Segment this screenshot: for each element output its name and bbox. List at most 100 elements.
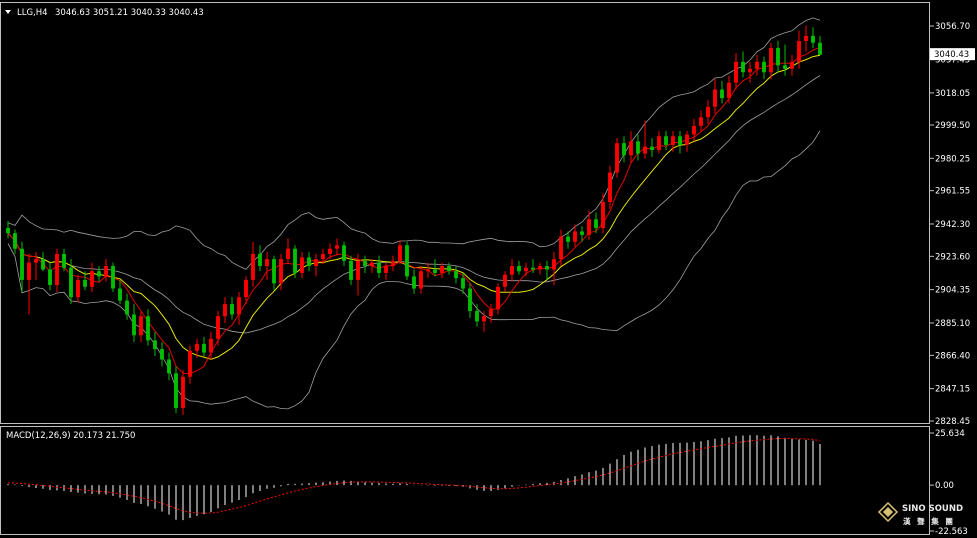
candle-body [797, 41, 801, 62]
candle-body [811, 35, 815, 43]
candle-body [391, 260, 395, 267]
candle-body [671, 136, 675, 145]
candle-body [776, 47, 780, 66]
candle-body [188, 350, 192, 377]
candle-body [111, 266, 115, 289]
candle-body [286, 248, 290, 260]
candle-body [27, 262, 31, 280]
candle-body [517, 266, 521, 272]
moving-average-red [7, 46, 821, 375]
macd-axis: 25.634 0.00 -22.563 [929, 429, 968, 537]
candle-body [314, 259, 318, 267]
price-tick-label: 2866.40 [935, 351, 970, 361]
candle-body [174, 373, 178, 408]
price-tick-label: 2904.35 [935, 286, 970, 296]
candle-body [6, 227, 10, 234]
candle-body [398, 245, 402, 261]
symbol-label: LLG,H4 [17, 8, 48, 18]
candle-body [405, 245, 409, 277]
candle-body [706, 106, 710, 118]
candle-body [132, 314, 136, 336]
price-tick-label: 2999.50 [935, 121, 970, 131]
candle-body [48, 269, 52, 286]
candle-body [783, 65, 787, 69]
candle-body [664, 136, 668, 145]
macd-tick-label: -22.563 [935, 527, 968, 537]
candle-body [748, 68, 752, 73]
candle-body [321, 253, 325, 260]
macd-panel-frame [0, 426, 930, 535]
candle-body [447, 266, 451, 272]
candle-body [167, 359, 171, 374]
candle-body [83, 279, 87, 287]
candle-body [762, 61, 766, 73]
candle-body [20, 248, 24, 280]
candle-body [13, 233, 17, 249]
price-axis: 3056.70 3037.45 3018.05 2999.50 2980.25 2961.… [929, 22, 970, 427]
candle-body [657, 136, 661, 151]
candle-body [384, 266, 388, 273]
ohlc-readout: 3046.63 3051.21 3040.33 3040.43 [55, 8, 204, 18]
candle-body [482, 316, 486, 322]
candle-body [545, 266, 549, 270]
macd-signal-line [7, 437, 821, 514]
price-tick-label: 2923.60 [935, 252, 970, 262]
macd-tick-label: 0.00 [935, 481, 954, 491]
candle-body [104, 266, 108, 277]
candle-body [678, 136, 682, 145]
candle-body [720, 89, 724, 99]
candle-body [97, 271, 101, 277]
moving-average-yellow [7, 54, 821, 360]
candle-body [237, 297, 241, 315]
price-tick-label: 2885.10 [935, 319, 970, 329]
candle-body [818, 42, 822, 55]
candle-body [804, 35, 808, 42]
macd-title: MACD(12,26,9) 20.173 21.750 [6, 431, 135, 441]
candle-body [335, 245, 339, 249]
candle-body [272, 259, 276, 284]
candle-body [209, 338, 213, 353]
candle-body [622, 143, 626, 156]
candle-body [566, 236, 570, 242]
candle-body [118, 288, 122, 301]
candle-body [468, 288, 472, 312]
bollinger-upper-band [7, 17, 821, 270]
candle-body [713, 89, 717, 107]
current-price-marker: 3040.43 [930, 48, 975, 61]
candle-body [202, 343, 206, 353]
price-overlays [7, 17, 821, 410]
price-tick-label: 3037.45 [935, 55, 970, 65]
candle-body [349, 260, 353, 280]
candle-body [608, 172, 612, 202]
candle-body [538, 266, 542, 270]
candle-body [300, 257, 304, 273]
candle-body [41, 259, 45, 270]
candle-body [342, 245, 346, 261]
candle-body [692, 125, 696, 135]
watermark-brand: SINO SOUND [902, 504, 963, 514]
candle-body [685, 134, 689, 145]
candle-body [181, 376, 185, 408]
candle-body [370, 262, 374, 267]
sino-sound-watermark: SINO SOUND 漢 聲 集 團 [877, 501, 963, 526]
candle-body [734, 61, 738, 83]
candle-body [643, 146, 647, 154]
symbol-dropdown-icon[interactable] [5, 10, 11, 14]
candle-body [90, 271, 94, 287]
candle-body [251, 253, 255, 280]
candle-body [265, 259, 269, 267]
price-candles [6, 25, 822, 415]
candle-body [790, 61, 794, 69]
candle-body [629, 141, 633, 156]
sino-sound-logo-icon [877, 501, 899, 523]
candle-body [146, 316, 150, 341]
candle-body [230, 304, 234, 315]
candle-body [587, 219, 591, 235]
candle-body [153, 340, 157, 350]
candle-body [510, 266, 514, 275]
candle-body [440, 266, 444, 273]
candle-body [356, 260, 360, 280]
candle-body [503, 274, 507, 287]
price-tick-label: 2961.55 [935, 187, 970, 197]
